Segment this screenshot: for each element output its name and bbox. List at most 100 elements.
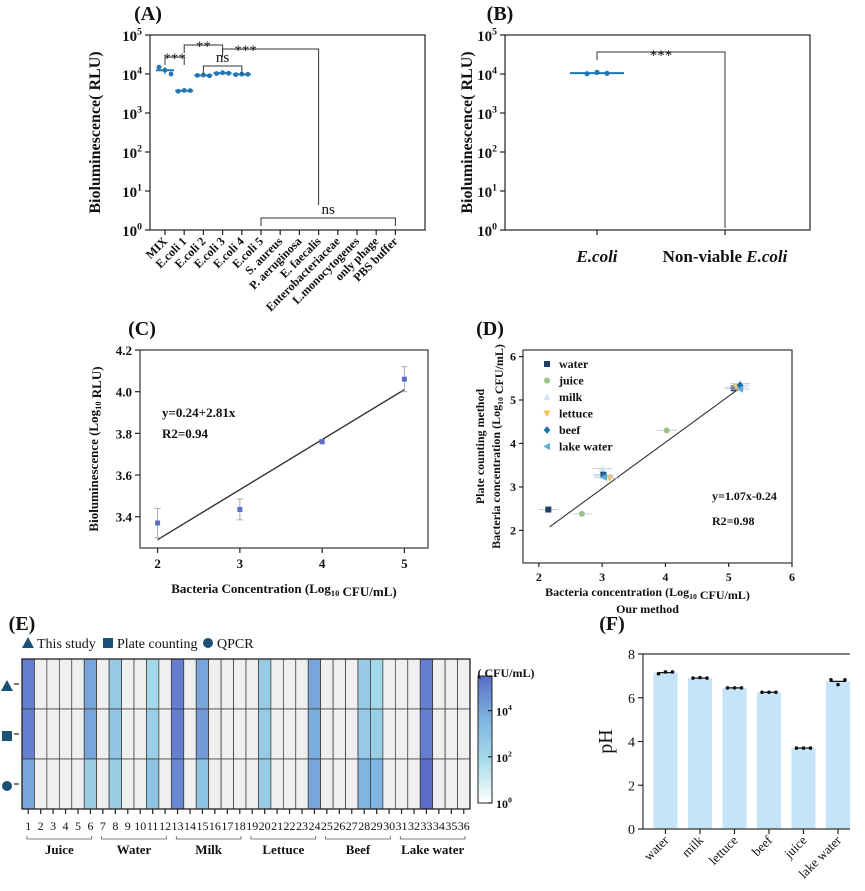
heatmap-cell [21,658,35,710]
replicate-point-f [739,686,744,690]
heatmap-cell [121,758,135,810]
column-label-e: 11 [147,819,159,833]
replicate-point-f [705,676,709,680]
heatmap-cell [295,658,309,710]
heatmap-cell [21,758,35,810]
column-label-e: 34 [433,819,445,833]
column-label-e: 4 [63,819,69,833]
heatmap-cell [320,658,334,710]
y-axis-label-top-d: Plate counting method [473,389,487,505]
heatmap-cell [245,708,259,760]
y-tick-label-a: 104 [122,65,142,84]
heatmap-cell [170,758,185,810]
heatmap-cell [108,708,122,760]
heatmap-cell [270,708,284,760]
x-axis-subtitle-d: Our method [616,602,679,616]
x-tick-label-d: 3 [599,570,605,584]
heatmap-cell [46,758,60,810]
heatmap-cell [71,708,85,760]
heatmap-cell [96,658,110,710]
column-label-e: 13 [172,819,184,833]
data-point-a [162,67,168,73]
panel-label-c: (C) [128,318,156,340]
significance-label-b: *** [650,48,673,64]
column-label-e: 28 [358,819,370,833]
legend-label-d: beef [559,423,581,437]
data-point-a [226,70,232,76]
heatmap-cell [233,758,247,810]
column-label-e: 9 [125,819,131,833]
y-axis-label-d: Bacteria concentration (Log10 CFU/mL) [489,344,506,549]
data-point-a [220,70,226,76]
legend-label-e: QPCR [217,637,254,652]
y-tick-label-f: 8 [628,648,635,663]
heatmap-cell [258,758,272,810]
panel-label-d: (D) [476,318,504,340]
data-point-a [201,72,206,78]
legend-label-d: water [559,357,589,371]
heatmap-cell [444,758,458,810]
heatmap-cell [170,708,185,760]
heatmap-cell [295,758,309,810]
group-bracket-e [250,836,317,840]
significance-label-a: ** [196,39,211,55]
heatmap-cell [370,708,384,760]
significance-bracket-a [202,65,243,74]
x-tick-label-d: 6 [789,570,795,584]
panel-label-f: (F) [599,613,625,635]
heatmap-cell [21,708,35,760]
column-label-e: 17 [221,819,233,833]
heatmap-cell [34,658,48,710]
replicate-point-f [794,746,799,750]
legend-label-e: Plate counting [117,637,198,652]
x-tick-label-d: 4 [662,570,668,584]
column-label-e: 24 [308,819,320,833]
fit-line-c [157,389,405,541]
heatmap-cell [183,758,197,810]
heatmap-cell [270,758,284,810]
heatmap-cell [245,758,259,810]
data-point-b [604,70,610,76]
replicate-point-f [656,671,661,676]
fit-r2-c: R2=0.94 [162,426,209,441]
heatmap-cell [394,658,409,710]
replicate-point-f [698,675,702,680]
column-label-e: 16 [209,819,221,833]
data-point-a [156,64,162,70]
heatmap-cell [121,658,135,710]
group-bracket-e [26,836,93,840]
column-label-e: 18 [234,819,246,833]
heatmap-cell [220,658,234,710]
legend-label-e: This study [37,637,96,652]
column-label-e: 36 [458,819,470,833]
legend-marker-circle [203,638,213,648]
group-bracket-e [175,836,242,840]
y-tick-label-d: 5 [510,393,516,407]
column-label-e: 21 [271,819,283,833]
heatmap-cell [208,708,222,760]
replicate-point-f [843,678,847,682]
x-tick-label-f: beef [749,832,776,859]
data-point-b [584,71,590,77]
column-label-e: 29 [371,819,383,833]
group-bracket-e [399,836,466,840]
heatmap-cell [71,758,85,810]
data-point-lake-water [736,385,744,393]
heatmap-cell [320,758,334,810]
y-axis-label-a: Bioluminescence( RLU) [87,51,104,213]
heatmap-cell [407,658,421,710]
heatmap-cell [407,758,421,810]
heatmap-cell [158,708,172,760]
data-point-water [730,385,737,392]
replicate-point-f [670,670,675,674]
y-axis-label-b: Bioluminescence( RLU) [459,51,476,213]
y-tick-label-a: 101 [122,182,142,201]
group-label-e: Lettuce [262,842,304,857]
y-tick-label-c: 4.2 [116,343,132,358]
heatmap-cell [133,708,147,760]
group-label-e: Juice [45,842,74,857]
heatmap-cell [357,708,371,760]
fit-equation-c: y=0.24+2.81x [162,405,236,420]
heatmap-cell [282,758,297,810]
